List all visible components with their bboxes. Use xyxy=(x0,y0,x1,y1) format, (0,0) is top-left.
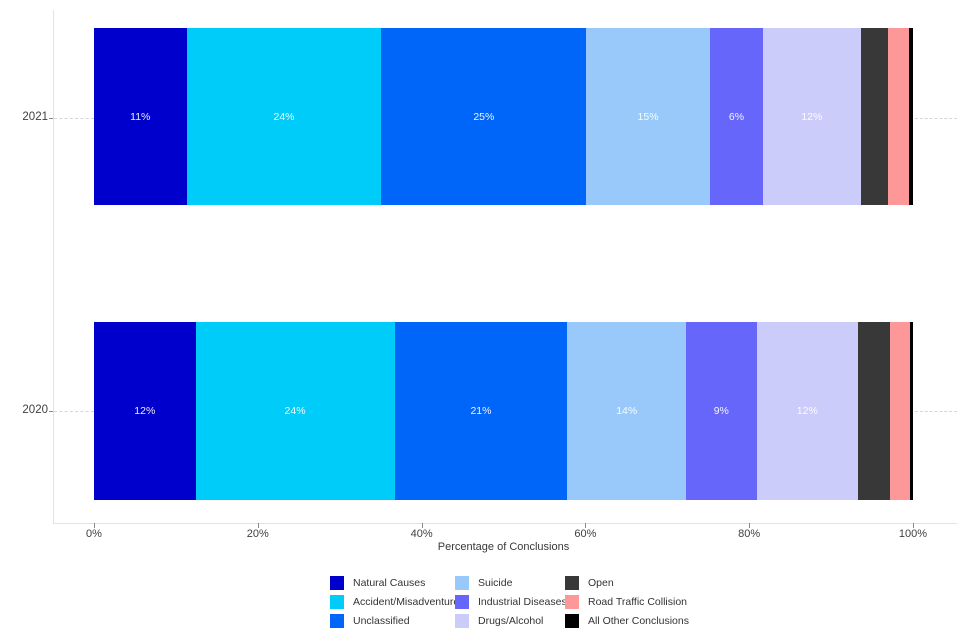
gridline-stub-left xyxy=(54,118,94,119)
x-axis-tick-label: 60% xyxy=(574,528,597,540)
x-axis-tick xyxy=(913,523,914,528)
y-axis-tick xyxy=(49,118,53,119)
bar-segment: 12% xyxy=(94,322,196,500)
legend-item: Suicide xyxy=(455,576,565,591)
bar-segment: 14% xyxy=(567,322,687,500)
bar-segment: 6% xyxy=(709,28,764,205)
x-axis-tick xyxy=(257,523,259,528)
bar-segment-label: 12% xyxy=(134,405,156,417)
bar-segment: 21% xyxy=(394,322,568,500)
legend-swatch xyxy=(565,576,579,591)
bar-segment xyxy=(890,322,910,500)
bar-segment-label: 6% xyxy=(728,110,745,123)
legend: Natural Causes Accident/Misadventure Uncla… xyxy=(330,574,689,630)
legend-label: Road Traffic Collision xyxy=(588,596,688,609)
y-axis-line xyxy=(53,10,54,523)
x-axis-tick-label: 80% xyxy=(738,528,761,540)
legend-label: All Other Conclusions xyxy=(588,614,689,627)
legend-swatch xyxy=(330,613,344,628)
bar-segment-label: 11% xyxy=(130,110,151,123)
bar-segment: 12% xyxy=(763,28,861,205)
legend-item: Natural Causes xyxy=(330,576,455,591)
x-axis-tick-label: 0% xyxy=(86,528,102,540)
bar-segment-label: 14% xyxy=(616,405,638,417)
bar-row-2021: 11% 24% 25% 15% 6% 12% xyxy=(94,28,913,205)
bar-segment xyxy=(908,28,913,205)
x-axis-tick xyxy=(94,523,95,528)
legend-swatch xyxy=(330,595,344,610)
x-axis-title: Percentage of Conclusions xyxy=(437,541,570,553)
bar-segment-label: 24% xyxy=(284,405,306,417)
x-axis-tick-label: 100% xyxy=(898,528,928,540)
legend-swatch xyxy=(455,576,469,591)
bar-segment-label: 24% xyxy=(273,110,295,123)
bar-segment: 24% xyxy=(186,28,382,205)
bar-segment-label: 12% xyxy=(801,110,823,123)
legend-swatch xyxy=(565,613,579,628)
x-axis-tick xyxy=(585,523,587,528)
legend-label: Open xyxy=(588,577,614,590)
legend-item: Drugs/Alcohol xyxy=(455,613,565,628)
legend-label: Accident/Misadventure xyxy=(353,596,460,609)
x-axis-tick xyxy=(421,523,423,528)
legend-label: Industrial Diseases xyxy=(478,596,567,609)
legend-label: Natural Causes xyxy=(353,577,426,590)
legend-label: Unclassified xyxy=(353,614,410,627)
legend-swatch xyxy=(330,576,344,591)
bar-segment: 9% xyxy=(686,322,757,500)
bar-segment xyxy=(858,322,891,500)
bar-segment xyxy=(909,322,913,500)
bar-row-2020: 12% 24% 21% 14% 9% 12% xyxy=(94,322,913,500)
bar-segment-label: 12% xyxy=(796,405,818,417)
bar-segment xyxy=(887,28,909,205)
legend-label: Suicide xyxy=(478,577,513,590)
legend-item: Accident/Misadventure xyxy=(330,595,459,610)
legend-label: Drugs/Alcohol xyxy=(478,614,544,627)
y-axis-label: 2021 xyxy=(22,111,48,123)
legend-swatch xyxy=(565,595,579,610)
bar-segment: 15% xyxy=(586,28,710,205)
bar-segment xyxy=(860,28,888,205)
bar-segment: 24% xyxy=(195,322,395,500)
x-axis-tick-label: 40% xyxy=(410,528,433,540)
bar-segment-label: 25% xyxy=(473,110,495,123)
y-axis-tick xyxy=(49,411,53,412)
y-axis-label: 2020 xyxy=(22,404,48,416)
gridline-stub-right xyxy=(915,411,957,412)
gridline-stub-right xyxy=(915,118,957,119)
x-axis-tick xyxy=(749,523,751,528)
legend-item: Road Traffic Collision xyxy=(565,595,689,610)
legend-item: Industrial Diseases xyxy=(455,595,567,610)
legend-item: Unclassified xyxy=(330,613,455,628)
legend-item: Open xyxy=(565,576,689,591)
bar-segment: 25% xyxy=(381,28,587,205)
bar-segment-label: 15% xyxy=(637,110,659,123)
legend-swatch xyxy=(455,613,469,628)
legend-swatch xyxy=(455,595,469,610)
bar-segment: 12% xyxy=(756,322,859,500)
bar-segment-label: 21% xyxy=(470,405,492,417)
x-axis-line xyxy=(53,523,957,524)
legend-item: All Other Conclusions xyxy=(565,613,689,628)
x-axis-tick-label: 20% xyxy=(246,528,269,540)
bar-segment-label: 9% xyxy=(713,405,729,417)
gridline-stub-left xyxy=(54,411,94,412)
bar-segment: 11% xyxy=(94,28,187,205)
